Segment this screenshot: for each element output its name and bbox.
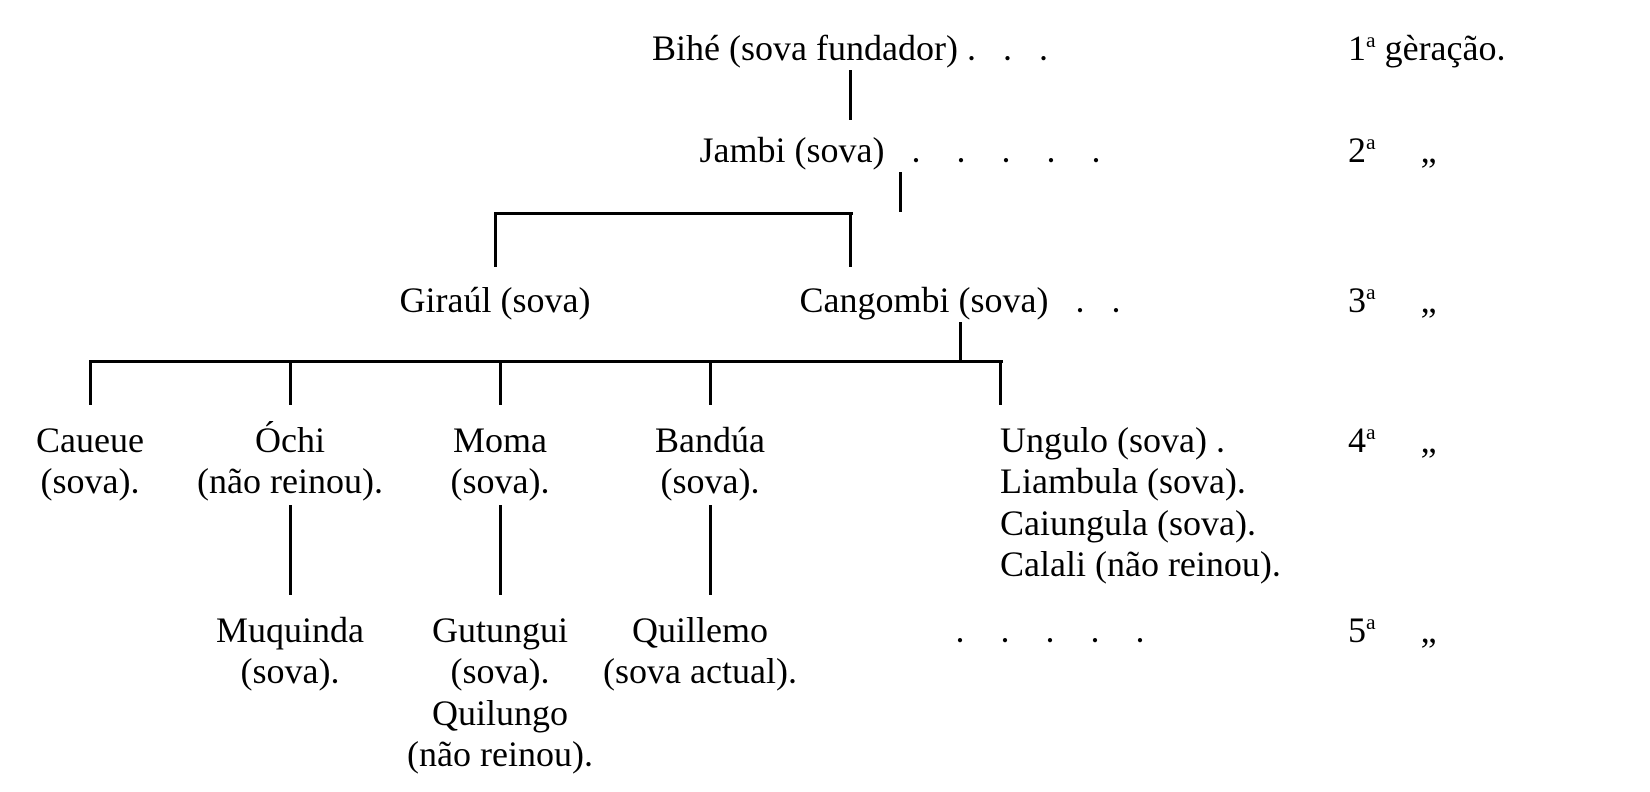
tree-node: Jambi (sova) . . . . . [700,130,1101,171]
tree-node: Cangombi (sova) . . [800,280,1121,321]
connector-down [499,505,502,595]
generation-label: 1a gèração. [1348,28,1506,69]
tree-node: Bandúa (sova). [655,420,765,503]
generation-label: 3a „ [1348,280,1437,321]
tree-node: Moma (sova). [451,420,550,503]
connector-down [959,322,962,360]
connector-drop [89,360,92,405]
tree-node: . . . . . [956,610,1145,651]
connector-down [289,505,292,595]
connector-drop [849,212,852,267]
connector-drop [709,360,712,405]
connector-down [709,505,712,595]
connector-drop [289,360,292,405]
connector-drop [494,212,497,267]
connector-down [849,70,852,120]
connector-down [899,172,902,212]
generation-label: 2a „ [1348,130,1437,171]
generation-label: 5a „ [1348,610,1437,651]
tree-node: Muquinda (sova). [216,610,364,693]
connector-drop [499,360,502,405]
tree-node: Giraúl (sova) [400,280,591,321]
connector-sibling-bar [495,212,853,215]
tree-node: Caueue (sova). [36,420,144,503]
genealogy-tree: Bihé (sova fundador) . . . Jambi (sova) .… [0,0,1650,792]
connector-drop [999,360,1002,405]
tree-node: Ungulo (sova) . Liambula (sova). Caiungu… [1000,420,1281,586]
tree-node: Quillemo (sova actual). [603,610,797,693]
tree-node: Gutungui (sova). Quilungo (não reinou). [407,610,593,776]
connector-sibling-bar [90,360,1003,363]
generation-label: 4a „ [1348,420,1437,461]
tree-node: Bihé (sova fundador) . . . [652,28,1048,69]
tree-node: Óchi (não reinou). [197,420,383,503]
